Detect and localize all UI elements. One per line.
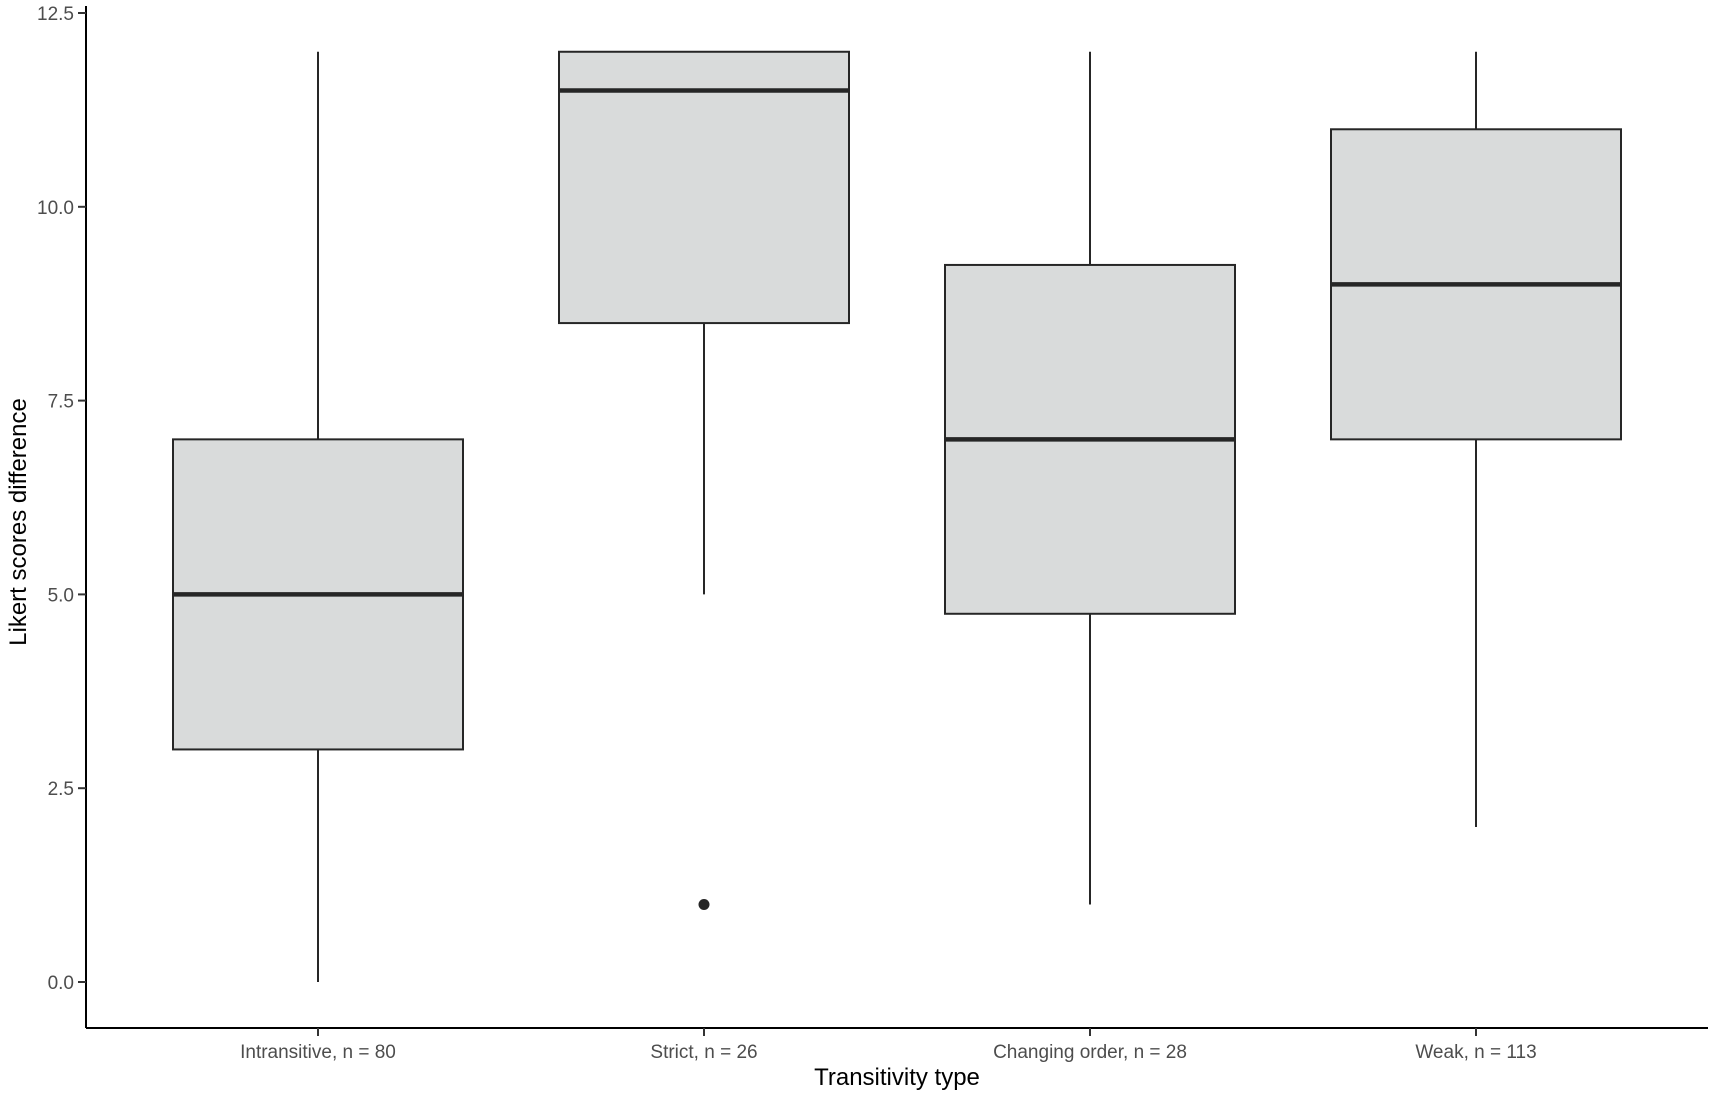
box-group-3 [944,51,1236,905]
y-tick-label: 0.0 [48,973,74,994]
x-tick-label: Weak, n = 113 [1415,1042,1536,1063]
y-axis-title: Likert scores difference [5,398,32,646]
plot-marks [172,50,1622,982]
box-group-2 [558,50,850,910]
box-group-1 [172,51,464,982]
y-tick-label: 12.5 [37,4,74,25]
x-tick-label: Changing order, n = 28 [993,1042,1187,1063]
x-tick-label: Intransitive, n = 80 [240,1042,396,1063]
x-axis: Intransitive, n = 80 Strict, n = 26 Changi… [86,1027,1708,1063]
box-group-4 [1330,51,1622,827]
x-tick-label: Strict, n = 26 [650,1042,757,1063]
outlier-point [698,898,710,910]
y-tick-label: 7.5 [48,392,74,413]
y-axis: 0.0 2.5 5.0 7.5 10.0 12.5 [37,4,87,1028]
y-tick-label: 2.5 [48,779,74,800]
y-tick-label: 10.0 [37,198,74,219]
box [558,50,850,325]
x-axis-title: Transitivity type [814,1064,980,1091]
y-tick-label: 5.0 [48,585,74,606]
